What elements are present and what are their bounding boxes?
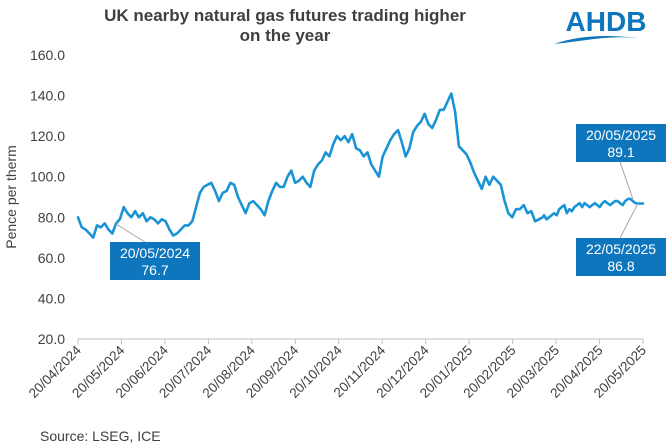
series-layer <box>76 92 645 239</box>
chart-title-line-1: UK nearby natural gas futures trading hi… <box>104 6 466 25</box>
ahdb-logo-text: AHDB <box>566 6 647 37</box>
annotation-leader-line <box>619 161 634 199</box>
annotation-value: 89.1 <box>607 144 634 160</box>
ahdb-logo: AHDB <box>554 6 647 44</box>
y-tick-label: 140.0 <box>30 88 65 104</box>
annotation-date: 22/05/2025 <box>586 241 656 257</box>
series-line <box>76 92 645 239</box>
x-axis: 20/04/202420/05/202420/06/202420/07/2024… <box>26 338 649 401</box>
annotation-date: 20/05/2025 <box>586 127 656 143</box>
annotation-date: 20/05/2024 <box>120 245 190 261</box>
annotation-leader-line <box>619 203 639 239</box>
y-axis-label: Pence per therm <box>3 145 19 249</box>
ahdb-logo-swoosh <box>554 36 638 44</box>
annotation-box <box>576 124 666 162</box>
y-tick-label: 40.0 <box>38 290 65 306</box>
annotation-value: 76.7 <box>141 262 168 278</box>
y-axis: 20.0 40.0 60.0 80.0 100.0 120.0 140.0 160.0 <box>30 47 65 347</box>
annotation-leader-line <box>115 223 146 243</box>
y-tick-label: 20.0 <box>38 331 65 347</box>
annotation-value: 86.8 <box>607 258 634 274</box>
annotation-box <box>110 242 200 280</box>
annotation-box <box>576 238 666 276</box>
y-tick-label: 160.0 <box>30 47 65 63</box>
chart-title-line-2: on the year <box>239 26 331 45</box>
source-note: Source: LSEG, ICE <box>40 428 161 444</box>
chart-title: UK nearby natural gas futures trading hi… <box>90 6 480 46</box>
y-tick-label: 80.0 <box>38 209 65 225</box>
y-tick-label: 100.0 <box>30 169 65 185</box>
y-tick-label: 60.0 <box>38 250 65 266</box>
y-tick-label: 120.0 <box>30 128 65 144</box>
